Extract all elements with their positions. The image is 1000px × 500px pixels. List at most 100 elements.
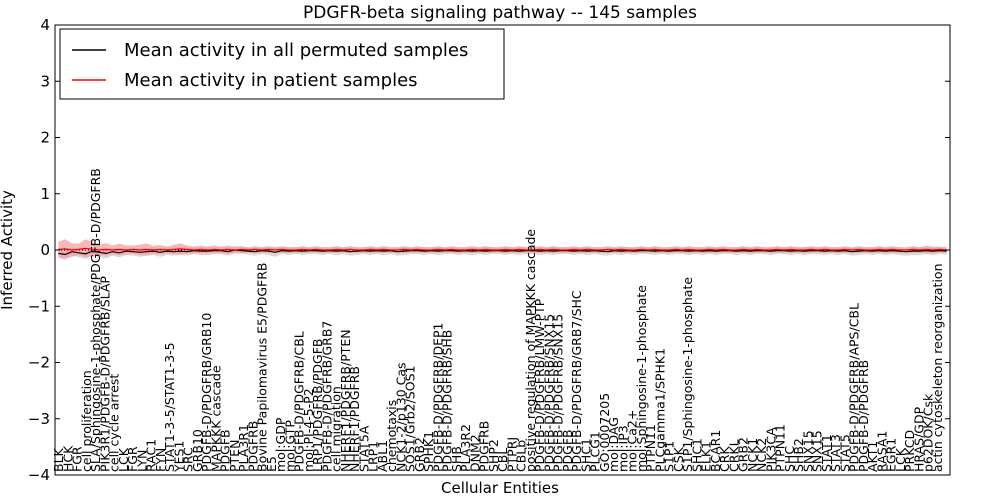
entity-label: ABL1 <box>375 440 390 472</box>
entity-label: PRKCD <box>902 430 917 472</box>
entity-label: GRB2 <box>412 437 427 472</box>
entity-label: S1P1 <box>662 441 677 472</box>
entity-label: PDGFB <box>560 429 575 472</box>
entity-label: PDGFB-D/PDGFRB/APS/CBL <box>847 303 862 472</box>
entity-label: GRB10 <box>190 429 205 472</box>
entity-label: BCAR1 <box>708 430 723 472</box>
entity-label: E5 <box>264 456 279 472</box>
entity-label: cell proliferation <box>79 370 94 472</box>
entity-label: mol:Sphingosine-1-phosphate <box>634 285 649 472</box>
entity-label: NCK2 <box>754 438 769 472</box>
entity-label: STAT1 <box>819 434 834 472</box>
entity-label: SHB <box>449 446 464 472</box>
patient-std-band <box>58 239 947 259</box>
entity-label: PLA3R2 <box>458 424 473 472</box>
entity-label: CRK <box>717 446 732 472</box>
entity-label: LRP1/PDGFRB/PDGFB <box>310 339 325 472</box>
entity-label: PIK3R1/PDGFB-D/PDGFRB/SLAP <box>97 276 112 472</box>
entity-label: STAT5 <box>838 434 853 472</box>
entity-label: STAT3 <box>828 434 843 472</box>
entity-label: STAT1-3-5/STAT1-3-5 <box>162 342 177 472</box>
entity-label: chemotaxis <box>384 400 399 472</box>
permuted-mean-line <box>58 249 947 256</box>
entity-label: mol:IP3 <box>615 425 630 472</box>
entity-label: CSK <box>671 446 686 472</box>
entity-label: SRC <box>181 447 196 472</box>
legend: Mean activity in all permuted samples Me… <box>59 28 505 100</box>
entity-label: CBLb <box>514 440 529 472</box>
entity-label: PDGFB-D/PDGFRB/GRB10 <box>199 313 214 472</box>
entity-label: AKT1 <box>865 441 880 472</box>
entity-label: PTEN <box>227 440 242 472</box>
entity-label: SOS1/Grb2/SOS1 <box>403 366 418 472</box>
entity-label: SNX15 <box>801 430 816 472</box>
entity-label: PIK3CA <box>764 427 779 472</box>
entity-label: RASA1 <box>875 431 890 472</box>
patient-mean-line <box>58 247 947 251</box>
entity-label: PDGFB-D/PDGFRB/GRB7/SHC <box>569 290 584 472</box>
entity-label: SHC1 <box>689 438 704 472</box>
entity-label: FGR <box>125 446 140 472</box>
entity-label: S1P1/Sphingosine-1-phosphate <box>680 277 695 472</box>
y-tick-label: 0 <box>40 241 50 259</box>
entity-label: LCK <box>893 447 908 472</box>
entity-label: GO:0007205 <box>597 393 612 472</box>
entity-label: RAC1 <box>144 439 159 472</box>
x-axis-label: Cellular Entities <box>441 479 559 497</box>
entity-label: SHP2 <box>486 439 501 472</box>
entity-label: SHC <box>782 446 797 472</box>
y-axis-label: Inferred Activity <box>0 190 16 310</box>
entity-label: p62DOK/Csk <box>921 393 936 472</box>
entity-label: PDGFB-D/PDGFRB <box>856 360 871 472</box>
legend-permuted-label: Mean activity in all permuted samples <box>124 40 468 61</box>
entity-label: PDGFB-D/PDGFRB/LMW-PTP <box>532 298 547 472</box>
y-axis-ticks: 4 3 2 1 0 −1 −2 −3 −4 <box>28 16 950 484</box>
entity-label: FYN <box>153 448 168 472</box>
entity-label: LRP1 <box>366 441 381 472</box>
entity-label: NHERF1/PDGFRB/PTEN <box>338 329 353 472</box>
entity-label: PDGFB-D/PDGFRB/GRB7 <box>319 321 334 472</box>
entity-label: SHC1 <box>578 438 593 472</box>
entity-label: MAPKKK cascade <box>208 365 223 472</box>
entity-label: mol:DAG <box>606 417 621 472</box>
entity-label: PDGFRB <box>477 421 492 472</box>
entity-label: CBL <box>495 448 510 472</box>
entity-label: GRB2 <box>736 437 751 472</box>
entity-label: YES1 <box>171 441 186 473</box>
entity-label: cell cycle arrest <box>107 374 122 472</box>
y-tick-label: 2 <box>40 129 50 147</box>
entity-label: mol:PI-4-5-P2 <box>301 388 316 472</box>
entity-label: EGR1 <box>884 438 899 472</box>
entity-label: NCK1 <box>745 438 760 472</box>
entity-label: CRKL <box>726 439 741 472</box>
entity-label: actin cytoskeleton reorganization <box>930 263 945 472</box>
entity-label: PTPN11 <box>773 424 788 472</box>
entity-label: cell migration <box>329 386 344 472</box>
entity-label: SPHK1 <box>421 431 436 472</box>
entity-label: mol:GDP <box>273 417 288 472</box>
legend-patient-label: Mean activity in patient samples <box>124 70 418 91</box>
entity-label: PLCgamma1/SPHK1 <box>652 348 667 472</box>
plot-area <box>55 239 950 261</box>
entity-label: PDGFB-D/PDGFRB/SNX15 <box>541 314 556 472</box>
entity-label: FGR <box>70 446 85 472</box>
entity-label: SHB2 <box>791 438 806 472</box>
entity-label: PLCG1 <box>588 431 603 472</box>
y-tick-label: 3 <box>40 72 50 90</box>
chart-title: PDGFR-beta signaling pathway -- 145 samp… <box>303 3 697 23</box>
y-tick-label: 4 <box>40 16 50 34</box>
plot-frame <box>54 24 951 476</box>
entity-label: DNM2 <box>467 434 482 472</box>
y-tick-label: −4 <box>28 466 50 484</box>
entity-label: PDGFB-D/PDGFRB/CBL <box>292 331 307 472</box>
entity-label: PDGFB-D/PDGFRB/DEP1 <box>430 323 445 473</box>
entity-label: PDGFRB <box>245 421 260 472</box>
entity-label: mol:Ca2+ <box>625 410 640 472</box>
entity-label: PDGFB <box>218 429 233 472</box>
y-tick-label: −1 <box>28 297 50 315</box>
entity-label: PTPRJ <box>504 437 519 472</box>
entity-label: PLA3R1 <box>236 424 251 472</box>
entity-label: PTPN11 <box>643 424 658 472</box>
entity-label: mol:GTP <box>282 420 297 472</box>
